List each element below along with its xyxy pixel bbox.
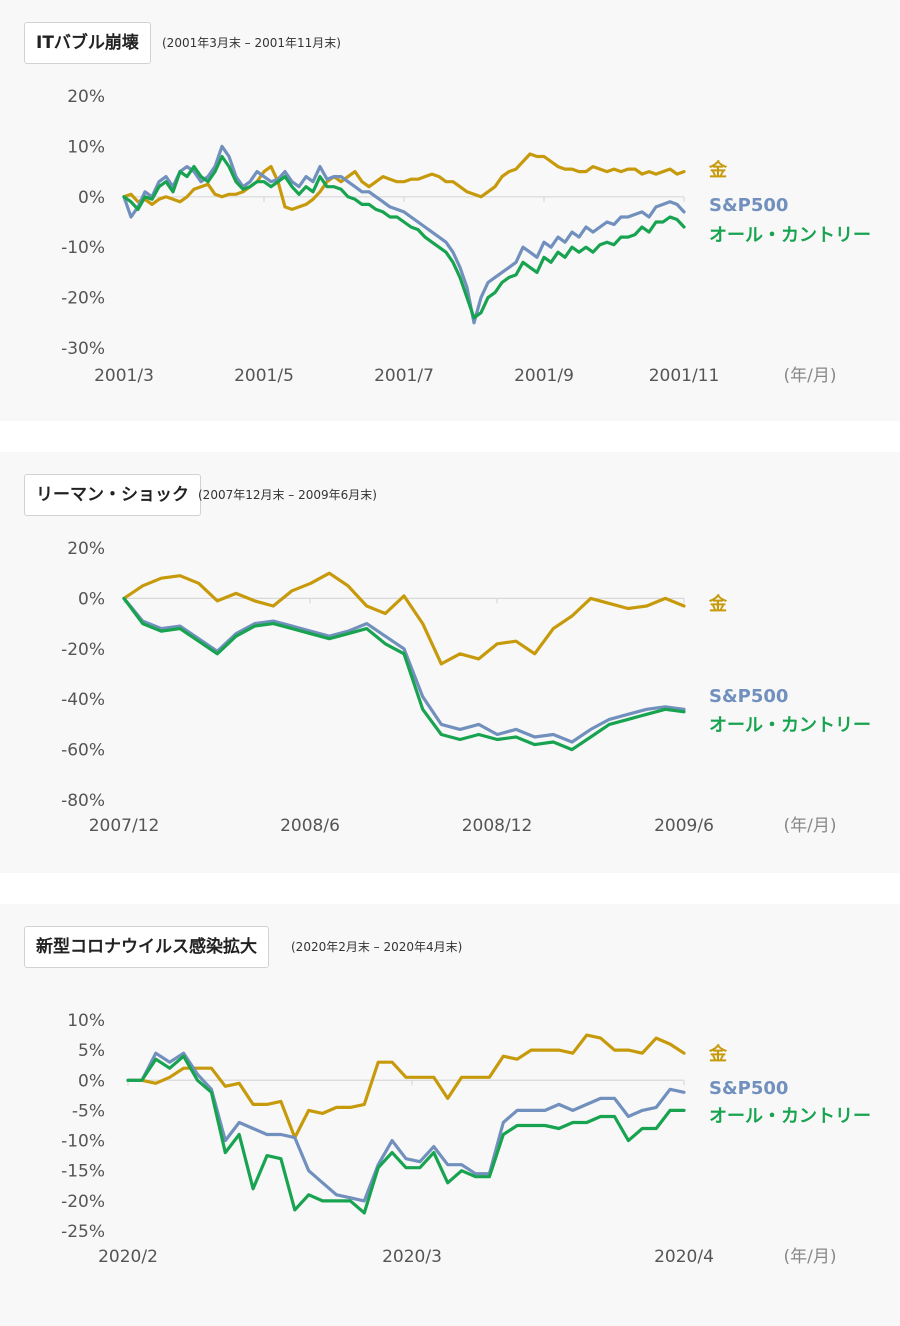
legend-sp500: S&P500 [709,195,788,216]
x-tick-label: 2001/3 [94,366,154,386]
chart-title: ITバブル崩壊 [24,22,151,64]
unit-label: (年/月) [784,816,837,836]
y-tick-label: -20% [61,289,105,309]
y-tick-label: 0% [78,589,105,609]
x-tick-label: 2001/11 [649,366,720,386]
y-tick-label: -40% [61,690,105,710]
series-line-allcountry [122,154,686,320]
series-line-allcountry [122,596,686,752]
x-tick-label: 2007/12 [89,816,160,836]
x-tick-label: 2001/7 [374,366,434,386]
legend-gold: 金 [708,159,728,181]
x-tick-label: 2020/4 [654,1247,714,1267]
series-line-sp500 [122,596,686,744]
x-tick-label: 2020/3 [382,1247,442,1267]
x-tick-label: 2020/2 [98,1247,158,1267]
y-tick-label: 10% [67,1011,105,1031]
series-line-gold [122,152,686,211]
legend-gold: 金 [708,593,728,615]
chart-period: (2007年12月末 – 2009年6月末) [198,488,377,502]
y-tick-label: -10% [61,238,105,258]
series-line-gold [122,571,686,666]
chart-panel-lehman-shock: リーマン・ショック (2007年12月末 – 2009年6月末) 20% 0% -2… [0,452,900,873]
y-tick-label: 10% [67,137,105,157]
series-line-gold [126,1033,686,1140]
series-line-sp500 [122,144,686,325]
legend-sp500: S&P500 [709,1078,788,1099]
chart-title: リーマン・ショック [24,474,201,516]
y-tick-label: -30% [61,339,105,359]
y-tick-label: -10% [61,1132,105,1152]
x-tick-label: 2001/5 [234,366,294,386]
x-tick-label: 2008/12 [462,816,533,836]
x-tick-label: 2001/9 [514,366,574,386]
series-line-allcountry [126,1054,686,1215]
y-tick-label: 0% [78,1071,105,1091]
y-tick-label: -5% [72,1101,105,1121]
y-tick-label: -60% [61,741,105,761]
line-chart: 20% 10% 0% -10% -20% -30% 2001/3 2001/5 2001/7 20… [61,87,871,386]
legend-allcountry: オール・カントリー [709,225,871,246]
y-tick-label: -15% [61,1162,105,1182]
chart-panel-covid: 新型コロナウイルス感染拡大 (2020年2月末 – 2020年4月末) 10% 5… [0,904,900,1326]
y-tick-label: 5% [78,1041,105,1061]
y-tick-label: -25% [61,1222,105,1242]
chart-period: (2020年2月末 – 2020年4月末) [291,940,463,954]
y-tick-label: 0% [78,188,105,208]
x-tick-label: 2008/6 [280,816,340,836]
legend-gold: 金 [708,1043,728,1065]
line-chart: 10% 5% 0% -5% -10% -15% -20% -25% 2020/2 2020/3 20… [61,1011,871,1267]
line-chart: 20% 0% -20% -40% -60% -80% 2007/12 2008/6 2008/1… [61,539,871,836]
y-tick-label: -20% [61,1192,105,1212]
legend-sp500: S&P500 [709,686,788,707]
unit-label: (年/月) [784,366,837,386]
chart-panel-it-bubble: ITバブル崩壊 (2001年3月末 – 2001年11月末) 20% 10% 0% -… [0,0,900,421]
chart-title: 新型コロナウイルス感染拡大 [24,926,269,968]
legend-allcountry: オール・カントリー [709,1106,871,1127]
legend-allcountry: オール・カントリー [709,715,871,736]
y-tick-label: -80% [61,791,105,811]
y-tick-label: 20% [67,87,105,107]
unit-label: (年/月) [784,1247,837,1267]
series-line-sp500 [126,1051,686,1203]
x-tick-label: 2009/6 [654,816,714,836]
y-tick-label: -20% [61,640,105,660]
chart-period: (2001年3月末 – 2001年11月末) [162,36,341,50]
y-tick-label: 20% [67,539,105,559]
